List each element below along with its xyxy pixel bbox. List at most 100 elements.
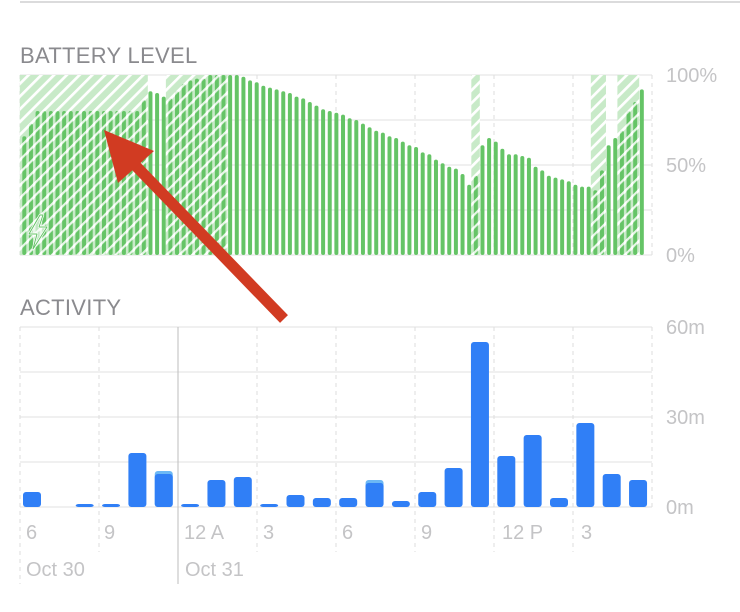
battery-bar[interactable] (613, 138, 618, 255)
battery-bar[interactable] (440, 163, 445, 255)
battery-bar[interactable] (566, 181, 571, 255)
battery-bar[interactable] (433, 159, 438, 255)
activity-bar-screen-on[interactable] (207, 480, 226, 507)
battery-bar[interactable] (287, 93, 292, 255)
activity-bar-screen-on[interactable] (286, 495, 305, 507)
battery-bar[interactable] (367, 127, 372, 255)
activity-bar-screen-on[interactable] (418, 492, 437, 507)
battery-bar[interactable] (447, 166, 452, 255)
battery-bar[interactable] (580, 186, 585, 255)
battery-bar[interactable] (414, 147, 419, 255)
battery-bar[interactable] (546, 175, 551, 255)
battery-bar[interactable] (307, 102, 312, 255)
battery-bar[interactable] (507, 154, 512, 255)
activity-bar-screen-on[interactable] (365, 483, 384, 507)
battery-bar[interactable] (573, 184, 578, 255)
battery-bar[interactable] (261, 85, 266, 255)
battery-bar[interactable] (248, 80, 253, 256)
battery-bar[interactable] (533, 166, 538, 255)
charging-stripes (617, 75, 633, 255)
activity-bar-screen-on[interactable] (154, 474, 173, 507)
x-tick-label: 9 (104, 522, 115, 544)
battery-bar[interactable] (394, 138, 399, 255)
activity-bar-screen-on[interactable] (444, 468, 463, 507)
activity-bar-screen-on[interactable] (312, 498, 331, 507)
date-label-oct-31: Oct 31 (185, 559, 244, 581)
battery-bar[interactable] (553, 177, 558, 255)
battery-bar[interactable] (241, 76, 246, 255)
battery-bar[interactable] (354, 120, 359, 255)
battery-bar[interactable] (586, 186, 591, 255)
battery-bar[interactable] (314, 105, 319, 255)
battery-bar[interactable] (500, 148, 505, 255)
activity-bar-screen-on[interactable] (602, 474, 621, 507)
battery-bar[interactable] (460, 174, 465, 255)
charging-overlay (19, 75, 640, 255)
x-tick-label: 3 (263, 522, 274, 544)
activity-bars[interactable] (23, 342, 648, 507)
activity-bar-screen-on[interactable] (260, 504, 279, 507)
battery-bar[interactable] (360, 123, 365, 255)
battery-bar[interactable] (400, 141, 405, 255)
activity-y-label-0: 0m (666, 497, 694, 519)
battery-bar[interactable] (254, 82, 259, 255)
charging-stripes (630, 75, 640, 255)
activity-bar-screen-on[interactable] (550, 498, 568, 507)
date-label-oct-30: Oct 30 (26, 559, 85, 581)
charging-stripes (590, 75, 606, 255)
battery-bar[interactable] (526, 157, 531, 255)
x-tick-label: 3 (581, 522, 592, 544)
activity-bar-screen-on[interactable] (339, 498, 358, 507)
battery-y-label-100: 100% (666, 65, 717, 87)
activity-bar-screen-on[interactable] (523, 435, 542, 507)
battery-bar[interactable] (493, 141, 498, 255)
activity-bar-screen-on[interactable] (576, 423, 595, 507)
battery-bar[interactable] (267, 87, 272, 255)
battery-bar[interactable] (274, 89, 279, 256)
battery-bar[interactable] (420, 152, 425, 255)
battery-bar[interactable] (606, 145, 611, 255)
activity-bar-screen-on[interactable] (233, 477, 252, 507)
battery-bar[interactable] (560, 179, 565, 255)
activity-title: ACTIVITY (20, 295, 121, 320)
x-tick-label: 6 (26, 522, 37, 544)
x-tick-label: 9 (421, 522, 432, 544)
battery-bar[interactable] (540, 170, 545, 255)
battery-bar[interactable] (294, 96, 299, 255)
battery-bar[interactable] (467, 184, 472, 255)
activity-bar-screen-on[interactable] (629, 480, 648, 507)
battery-bar[interactable] (639, 89, 644, 256)
activity-bar-screen-on[interactable] (23, 492, 41, 507)
battery-bar[interactable] (520, 156, 525, 255)
activity-bar-screen-on[interactable] (391, 501, 410, 507)
battery-bar[interactable] (427, 154, 432, 255)
battery-bar[interactable] (161, 96, 166, 255)
battery-bar[interactable] (327, 111, 332, 255)
battery-bar[interactable] (334, 112, 339, 255)
activity-bar-screen-on[interactable] (102, 504, 121, 507)
battery-bar[interactable] (281, 91, 286, 255)
charging-stripes (471, 75, 480, 255)
battery-bar[interactable] (228, 75, 233, 255)
battery-bar[interactable] (148, 91, 153, 255)
activity-bar-screen-on[interactable] (497, 456, 516, 507)
activity-y-label-60: 60m (666, 317, 705, 339)
battery-bar[interactable] (407, 145, 412, 255)
battery-bar[interactable] (380, 132, 385, 255)
battery-bar[interactable] (374, 130, 379, 255)
battery-bar[interactable] (387, 136, 392, 255)
battery-bar[interactable] (321, 109, 326, 255)
activity-bar-screen-on[interactable] (181, 504, 200, 507)
battery-bar[interactable] (234, 75, 239, 255)
battery-bar[interactable] (301, 98, 306, 256)
activity-bar-screen-on[interactable] (75, 504, 94, 507)
battery-bar[interactable] (487, 138, 492, 255)
battery-bar[interactable] (155, 93, 160, 255)
battery-bar[interactable] (347, 118, 352, 255)
battery-bar[interactable] (341, 114, 346, 255)
activity-bar-screen-on[interactable] (470, 342, 489, 507)
activity-bar-screen-on[interactable] (128, 453, 147, 507)
battery-bar[interactable] (453, 168, 458, 255)
battery-bar[interactable] (480, 145, 485, 255)
battery-bar[interactable] (513, 154, 518, 255)
